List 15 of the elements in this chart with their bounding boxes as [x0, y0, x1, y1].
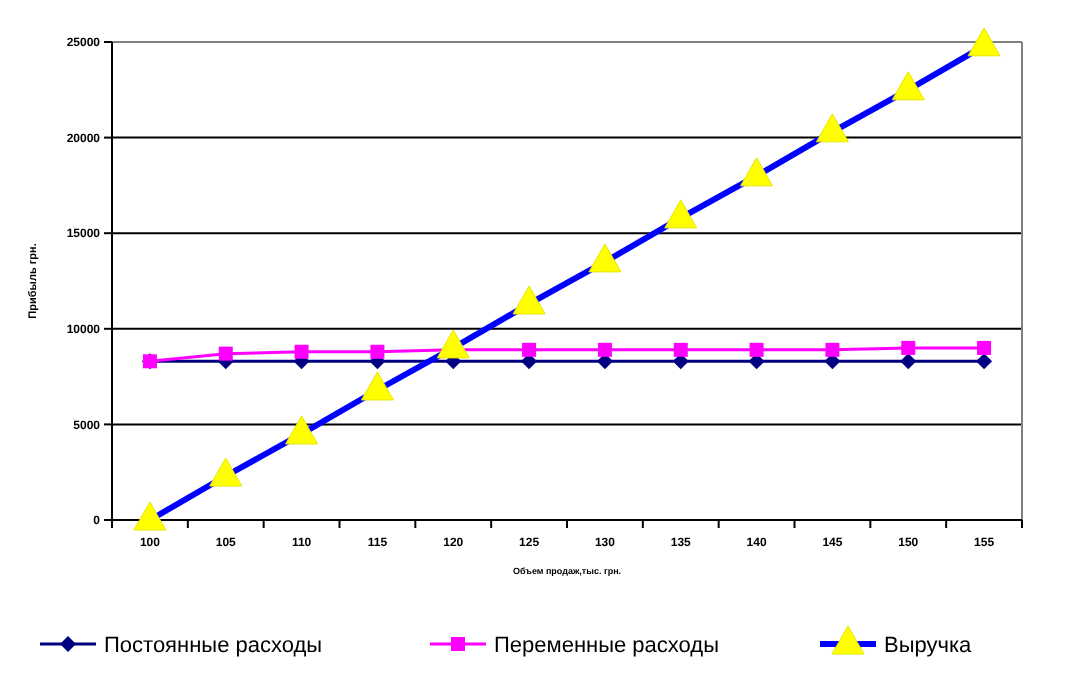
point [900, 353, 917, 370]
legend-label: Переменные расходы [494, 633, 720, 658]
point [825, 342, 840, 357]
point [977, 340, 992, 355]
point [673, 342, 688, 357]
point [294, 344, 309, 359]
point [218, 346, 233, 361]
point [901, 340, 916, 355]
point [976, 353, 993, 370]
point [522, 342, 537, 357]
legend-label: Постоянные расходы [104, 633, 323, 658]
legend-label: Выручка [884, 633, 974, 658]
point [749, 342, 764, 357]
point [370, 344, 385, 359]
point [597, 342, 612, 357]
